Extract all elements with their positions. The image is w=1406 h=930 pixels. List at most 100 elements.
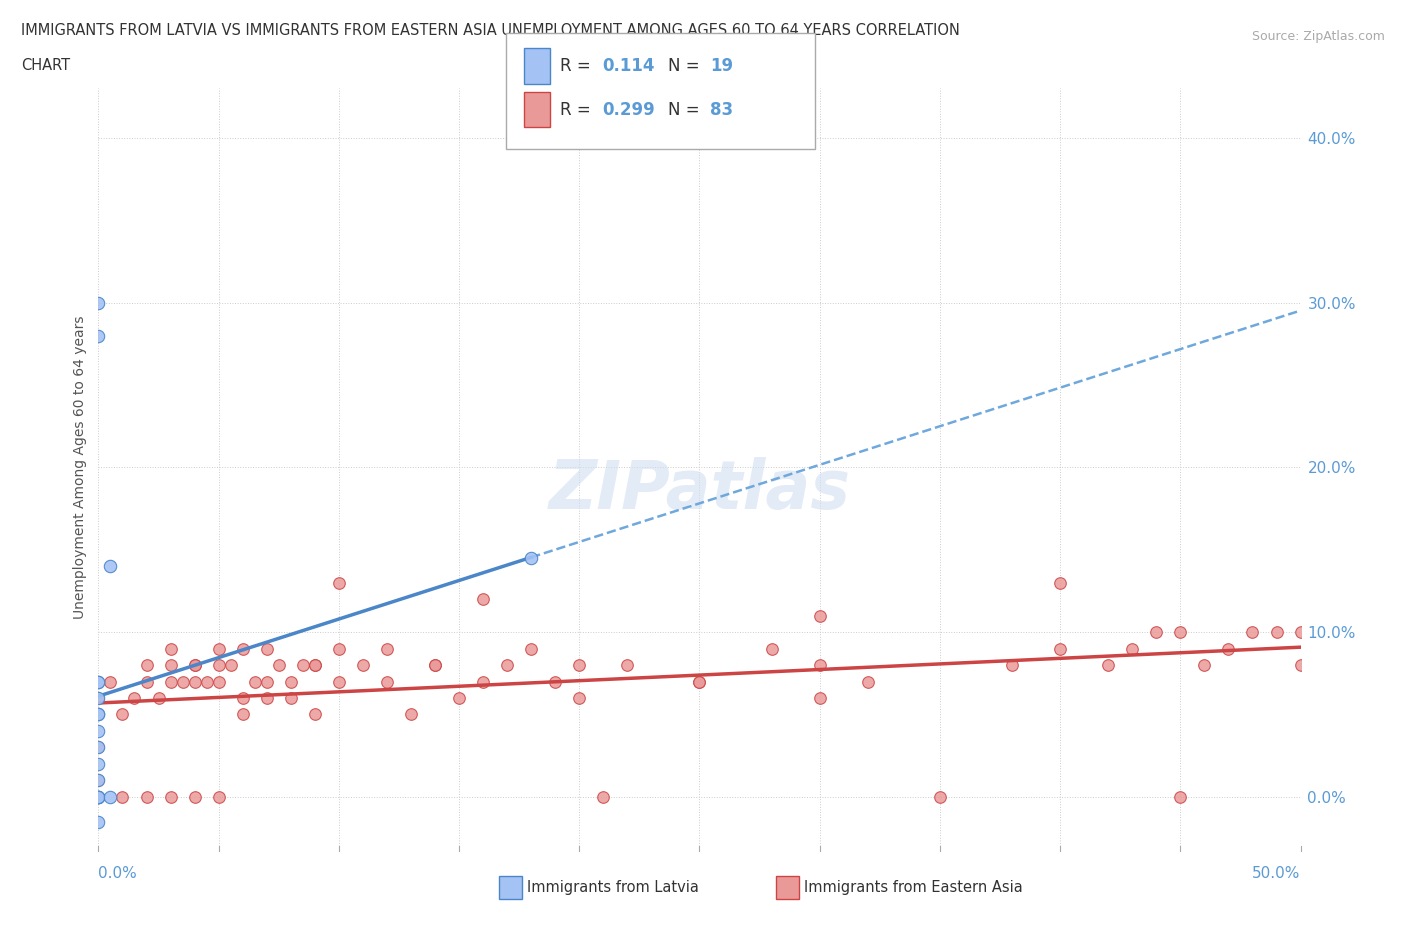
Point — [256, 691, 278, 706]
Point — [243, 674, 266, 689]
Point — [87, 295, 110, 310]
Point — [111, 707, 134, 722]
Point — [135, 674, 157, 689]
Point — [100, 790, 122, 804]
Text: 83: 83 — [710, 100, 733, 119]
Point — [159, 674, 181, 689]
Text: 19: 19 — [710, 57, 733, 75]
Point — [761, 641, 783, 656]
Point — [1001, 658, 1024, 672]
Point — [87, 790, 110, 804]
Point — [1170, 790, 1192, 804]
Point — [304, 658, 326, 672]
Point — [856, 674, 879, 689]
Point — [808, 608, 831, 623]
Point — [87, 740, 110, 755]
Point — [159, 641, 181, 656]
Point — [808, 658, 831, 672]
Point — [87, 756, 110, 771]
Point — [1097, 658, 1119, 672]
Point — [568, 658, 591, 672]
Point — [592, 790, 614, 804]
Point — [135, 658, 157, 672]
Point — [689, 674, 711, 689]
Point — [87, 724, 110, 738]
Point — [87, 814, 110, 829]
Text: R =: R = — [560, 100, 596, 119]
Point — [928, 790, 950, 804]
Point — [195, 674, 218, 689]
Point — [1170, 625, 1192, 640]
Point — [87, 790, 110, 804]
Point — [472, 674, 495, 689]
Point — [1289, 625, 1312, 640]
Point — [87, 691, 110, 706]
Point — [1241, 625, 1264, 640]
Point — [100, 559, 122, 574]
Point — [1218, 641, 1240, 656]
Text: Immigrants from Eastern Asia: Immigrants from Eastern Asia — [804, 880, 1024, 896]
Point — [291, 658, 314, 672]
Point — [256, 674, 278, 689]
Point — [328, 576, 350, 591]
Point — [1049, 641, 1071, 656]
Point — [87, 707, 110, 722]
Point — [375, 641, 398, 656]
Point — [304, 707, 326, 722]
Point — [1289, 658, 1312, 672]
Point — [183, 658, 205, 672]
Point — [208, 658, 231, 672]
Text: CHART: CHART — [21, 58, 70, 73]
Point — [124, 691, 146, 706]
Point — [232, 691, 254, 706]
Text: 0.0%: 0.0% — [98, 866, 138, 881]
Point — [616, 658, 638, 672]
Point — [208, 641, 231, 656]
Text: IMMIGRANTS FROM LATVIA VS IMMIGRANTS FROM EASTERN ASIA UNEMPLOYMENT AMONG AGES 6: IMMIGRANTS FROM LATVIA VS IMMIGRANTS FRO… — [21, 23, 960, 38]
Text: Source: ZipAtlas.com: Source: ZipAtlas.com — [1251, 30, 1385, 43]
Point — [159, 790, 181, 804]
Point — [87, 790, 110, 804]
Point — [87, 790, 110, 804]
Point — [304, 658, 326, 672]
Point — [87, 790, 110, 804]
Point — [280, 674, 302, 689]
Point — [328, 674, 350, 689]
Point — [172, 674, 194, 689]
Point — [808, 691, 831, 706]
Text: N =: N = — [668, 100, 704, 119]
Point — [183, 658, 205, 672]
Point — [135, 790, 157, 804]
Point — [87, 773, 110, 788]
Point — [159, 658, 181, 672]
Point — [267, 658, 290, 672]
Point — [423, 658, 446, 672]
Point — [87, 691, 110, 706]
Point — [1049, 576, 1071, 591]
Point — [87, 773, 110, 788]
Point — [87, 740, 110, 755]
Text: R =: R = — [560, 57, 596, 75]
Point — [352, 658, 374, 672]
Point — [399, 707, 422, 722]
Point — [544, 674, 567, 689]
Point — [520, 551, 543, 565]
Point — [256, 641, 278, 656]
Point — [87, 674, 110, 689]
Y-axis label: Unemployment Among Ages 60 to 64 years: Unemployment Among Ages 60 to 64 years — [73, 315, 87, 619]
Point — [183, 674, 205, 689]
Point — [689, 674, 711, 689]
Text: N =: N = — [668, 57, 704, 75]
Point — [87, 707, 110, 722]
Point — [183, 790, 205, 804]
Point — [232, 707, 254, 722]
Text: Immigrants from Latvia: Immigrants from Latvia — [527, 880, 699, 896]
Point — [1265, 625, 1288, 640]
Point — [375, 674, 398, 689]
Point — [568, 691, 591, 706]
Text: ZIPatlas: ZIPatlas — [548, 457, 851, 523]
Text: 0.299: 0.299 — [602, 100, 655, 119]
Point — [148, 691, 170, 706]
Point — [208, 790, 231, 804]
Point — [111, 790, 134, 804]
